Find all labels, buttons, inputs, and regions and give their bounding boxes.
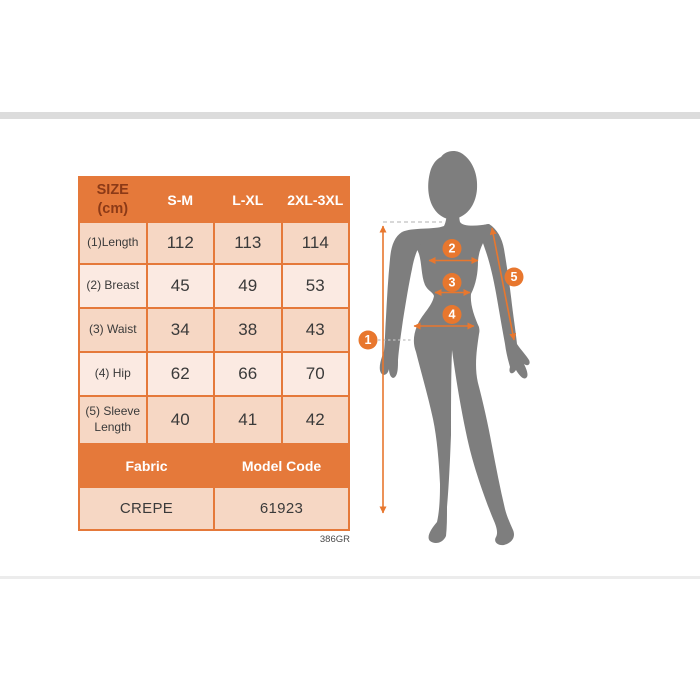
sleeve-2xl-3xl: 42 [282,397,348,443]
marker-3-circle [442,273,462,292]
length-2xl-3xl: 114 [282,223,348,263]
woman-silhouette [379,151,530,546]
top-divider-band [0,112,700,119]
length-s-m: 112 [147,223,213,263]
size-header-line1: SIZE [96,182,129,199]
marker-3-number: 3 [449,276,456,290]
sleeve-l-xl: 41 [215,397,281,443]
column-header-2xl-3xl: 2XL-3XL [282,178,348,221]
bottom-divider-band [0,576,700,579]
row-label-hip: (4) Hip [80,353,146,395]
marker-1-number: 1 [365,333,372,347]
row-label-length: (1)Length [80,223,146,263]
waist-2xl-3xl: 43 [282,309,348,351]
size-cm-header-cell: SIZE (cm) [80,178,146,221]
breast-2xl-3xl: 53 [282,265,348,307]
marker-2-number: 2 [449,242,456,256]
silhouette-head [428,151,478,220]
sleeve-measure-arrow [489,227,517,341]
hip-l-xl: 66 [215,353,281,395]
breast-s-m: 45 [147,265,213,307]
hip-2xl-3xl: 70 [282,353,348,395]
marker-2-circle [442,239,462,258]
measure-markers: 1 2 3 4 5 [358,239,524,350]
marker-5-circle [504,267,524,287]
breast-l-xl: 49 [215,265,281,307]
model-code-value: 61923 [215,488,348,529]
length-l-xl: 113 [215,223,281,263]
model-code-header: Model Code [215,445,348,486]
fabric-value: CREPE [80,488,213,529]
fabric-header: Fabric [80,445,213,486]
marker-4-number: 4 [449,308,456,322]
row-label-sleeve-length: (5) Sleeve Length [80,397,146,443]
row-label-breast: (2) Breast [80,265,146,307]
marker-1-circle [358,330,378,350]
marker-4-circle [442,305,462,324]
silhouette-left-arm [379,232,421,378]
silhouette-right-arm [477,224,530,379]
row-label-waist: (3) Waist [80,309,146,351]
size-table: SIZE (cm) S-M L-XL 2XL-3XL (1)Length 112… [78,176,350,531]
waist-l-xl: 38 [215,309,281,351]
size-header-line2: (cm) [97,200,129,217]
column-header-l-xl: L-XL [215,178,281,221]
body-measurement-figure: 1 2 3 4 5 [358,151,530,546]
silhouette-torso-legs [402,208,514,546]
sleeve-s-m: 40 [147,397,213,443]
marker-5-number: 5 [511,270,518,284]
hip-s-m: 62 [147,353,213,395]
product-code-note: 386GR [319,534,350,545]
column-header-s-m: S-M [147,178,213,221]
waist-s-m: 34 [147,309,213,351]
